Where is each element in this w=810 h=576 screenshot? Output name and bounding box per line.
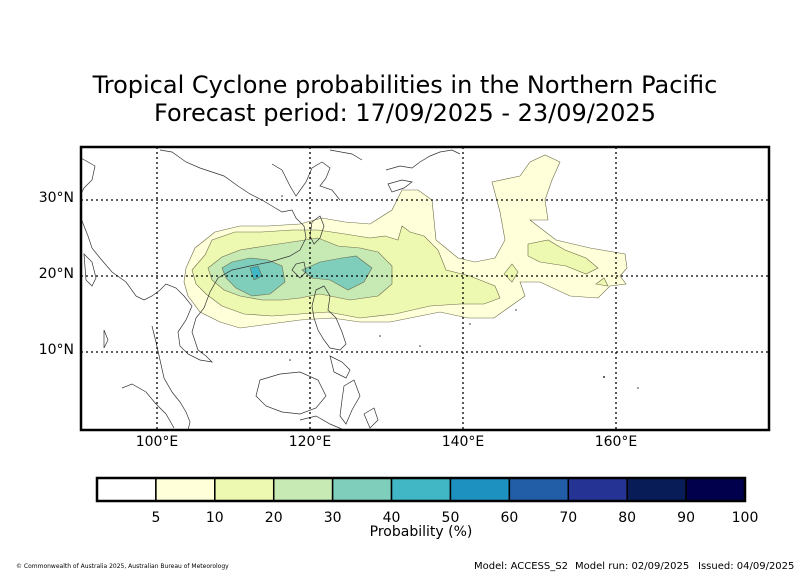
lon-label-120e: 120°E	[288, 434, 332, 450]
colorbar-swatch	[331, 477, 393, 502]
colorbar-tick-label: 10	[205, 510, 224, 526]
colorbar-swatch	[567, 477, 628, 502]
colorbar	[96, 477, 746, 502]
colorbar-swatch	[685, 477, 746, 502]
colorbar-tick-label: 60	[500, 510, 519, 526]
lon-label-100e: 100°E	[135, 434, 179, 450]
colorbar-swatch	[390, 477, 452, 502]
colorbar-tick-label: 80	[618, 510, 637, 526]
colorbar-tick-label: 70	[559, 510, 578, 526]
colorbar-tick-label: 5	[151, 510, 161, 526]
prob-contour-10d	[595, 277, 609, 287]
lat-label-20n: 20°N	[38, 266, 74, 282]
map-title: Tropical Cyclone probabilities in the No…	[0, 71, 810, 127]
colorbar-tick-label: 20	[264, 510, 283, 526]
title-line-1: Tropical Cyclone probabilities in the No…	[92, 71, 718, 99]
prob-contour-30b	[301, 255, 373, 291]
colorbar-label: Probability (%)	[369, 524, 473, 540]
lon-label-140e: 140°E	[441, 434, 485, 450]
colorbar-tick-label: 50	[441, 510, 460, 526]
title-line-2: Forecast period: 17/09/2025 - 23/09/2025	[154, 99, 656, 127]
map-frame	[79, 145, 771, 432]
prob-contour-10c	[503, 263, 519, 283]
colorbar-swatch	[214, 477, 275, 502]
coastlines	[81, 149, 461, 430]
colorbar-swatch	[449, 477, 511, 502]
copyright-text: © Commonwealth of Australia 2025, Austra…	[16, 563, 229, 570]
model-run-text: Model run: 02/09/2025	[575, 561, 690, 572]
issued-text: Issued: 04/09/2025	[698, 561, 795, 572]
lat-label-10n: 10°N	[38, 342, 74, 358]
colorbar-swatch	[155, 477, 216, 502]
lat-label-30n: 30°N	[38, 190, 74, 206]
colorbar-swatch	[272, 477, 334, 502]
small-islands	[281, 195, 639, 389]
colorbar-frame	[95, 476, 747, 503]
model-text: Model: ACCESS_S2	[474, 561, 568, 572]
lon-label-160e: 160°E	[594, 434, 638, 450]
colorbar-tick-label: 100	[731, 510, 759, 526]
colorbar-tick-label: 40	[382, 510, 401, 526]
colorbar-swatch	[626, 477, 687, 502]
colorbar-tick-label: 90	[677, 510, 695, 526]
colorbar-swatch	[508, 477, 570, 502]
gridlines	[81, 147, 769, 430]
colorbar-swatch	[96, 477, 157, 502]
prob-contour-10b	[527, 239, 599, 275]
colorbar-tick-label: 30	[323, 510, 342, 526]
